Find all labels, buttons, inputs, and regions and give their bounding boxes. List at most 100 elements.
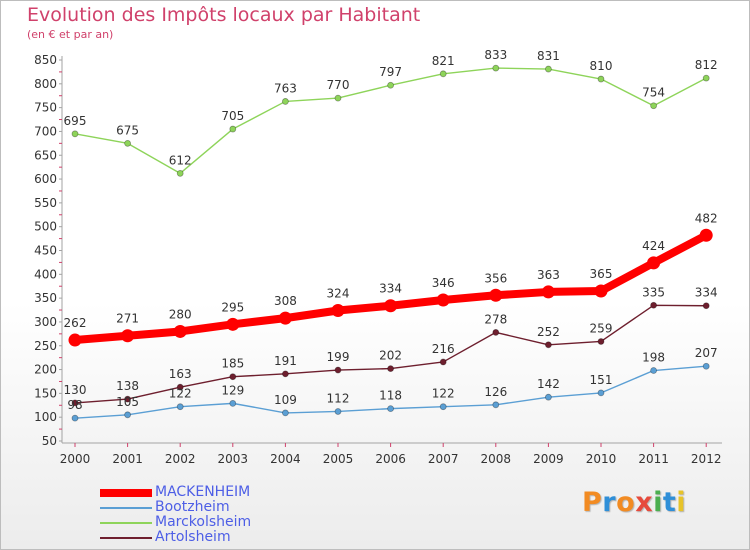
data-label-mackenheim: 363 (537, 268, 560, 282)
y-tick-label: 250 (34, 339, 57, 353)
data-label-marckolsheim: 695 (64, 114, 87, 128)
data-label-marckolsheim: 770 (327, 78, 350, 92)
x-tick-label: 2001 (112, 452, 143, 466)
data-label-artolsheim: 130 (64, 383, 87, 397)
y-tick-label: 700 (34, 124, 57, 138)
data-point-bootzheim (387, 405, 395, 413)
data-label-artolsheim: 199 (327, 350, 350, 364)
data-label-bootzheim: 129 (221, 383, 244, 397)
x-tick-label: 2008 (481, 452, 512, 466)
data-point-mackenheim (489, 288, 503, 302)
data-point-marckolsheim (334, 94, 342, 102)
y-tick-label: 150 (34, 386, 57, 400)
data-point-bootzheim (124, 411, 131, 419)
y-tick-label: 500 (34, 220, 57, 234)
data-point-artolsheim (71, 399, 79, 407)
data-label-mackenheim: 356 (484, 271, 507, 285)
x-tick-label: 2000 (60, 452, 91, 466)
data-point-marckolsheim (702, 74, 710, 82)
logo-letter: x (635, 487, 654, 518)
y-tick-label: 50 (42, 434, 57, 448)
data-point-bootzheim (281, 409, 289, 417)
proxiti-logo: Proxiti (582, 487, 686, 518)
data-point-artolsheim (176, 383, 184, 391)
y-tick-label: 750 (34, 101, 57, 115)
data-label-bootzheim: 142 (537, 377, 560, 391)
data-label-bootzheim: 122 (169, 387, 192, 401)
y-tick-label: 650 (34, 148, 57, 162)
data-label-mackenheim: 280 (169, 307, 192, 321)
data-point-mackenheim (647, 256, 661, 270)
data-label-mackenheim: 295 (221, 300, 244, 314)
data-label-mackenheim: 482 (695, 211, 718, 225)
y-tick-label: 200 (34, 363, 57, 377)
x-tick-label: 2003 (218, 452, 249, 466)
data-label-artolsheim: 138 (116, 379, 139, 393)
data-label-artolsheim: 335 (642, 285, 665, 299)
logo-letter: i (653, 487, 663, 518)
data-label-bootzheim: 105 (116, 395, 139, 409)
data-point-bootzheim (597, 389, 605, 397)
data-label-artolsheim: 334 (695, 286, 718, 300)
x-tick-label: 2011 (638, 452, 669, 466)
data-label-marckolsheim: 797 (379, 65, 402, 79)
data-label-marckolsheim: 831 (537, 49, 560, 63)
x-tick-label: 2009 (533, 452, 564, 466)
logo-letter: i (676, 487, 687, 518)
data-label-mackenheim: 365 (590, 267, 613, 281)
x-tick-label: 2002 (165, 452, 196, 466)
data-point-marckolsheim (124, 139, 131, 147)
data-point-bootzheim (176, 403, 184, 411)
data-point-mackenheim (68, 333, 82, 347)
y-tick-label: 800 (34, 77, 57, 91)
chart-subtitle: (en € et par an) (27, 28, 114, 41)
logo-letter: o (616, 487, 636, 518)
data-point-artolsheim (334, 366, 342, 374)
legend-item-marckolsheim: Marckolsheim (100, 515, 251, 530)
data-label-bootzheim: 122 (432, 387, 455, 401)
data-label-bootzheim: 126 (484, 385, 507, 399)
legend-label: Artolsheim (155, 529, 231, 545)
data-label-bootzheim: 112 (327, 391, 350, 405)
data-point-mackenheim (121, 329, 135, 343)
logo-letter: P (582, 487, 603, 518)
data-point-mackenheim (541, 285, 555, 299)
data-label-marckolsheim: 812 (695, 58, 718, 72)
data-label-mackenheim: 271 (116, 312, 139, 326)
data-label-marckolsheim: 754 (642, 86, 665, 100)
data-label-artolsheim: 185 (221, 357, 244, 371)
data-point-bootzheim (439, 403, 447, 411)
legend-item-artolsheim: Artolsheim (100, 530, 251, 545)
data-label-bootzheim: 207 (695, 346, 718, 360)
data-point-artolsheim (281, 370, 289, 378)
data-label-marckolsheim: 612 (169, 153, 192, 167)
logo-letter: r (602, 487, 617, 518)
y-tick-label: 300 (34, 315, 57, 329)
data-label-bootzheim: 118 (379, 389, 402, 403)
data-point-bootzheim (334, 408, 342, 415)
data-point-bootzheim (71, 414, 79, 422)
data-label-artolsheim: 163 (169, 367, 192, 381)
y-tick-label: 850 (34, 53, 57, 67)
data-point-mackenheim (384, 299, 398, 313)
data-point-marckolsheim (650, 102, 657, 110)
data-label-mackenheim: 424 (642, 239, 665, 253)
data-point-artolsheim (702, 302, 710, 310)
data-point-artolsheim (597, 338, 605, 345)
legend-item-bootzheim: Bootzheim (100, 500, 251, 515)
data-point-marckolsheim (229, 125, 237, 133)
data-point-marckolsheim (492, 64, 500, 72)
x-tick-label: 2006 (375, 452, 406, 466)
x-tick-label: 2007 (428, 452, 459, 466)
data-label-mackenheim: 324 (327, 287, 350, 301)
legend-swatch (100, 506, 152, 509)
data-point-marckolsheim (439, 70, 447, 78)
legend-swatch (100, 521, 152, 524)
data-point-artolsheim (124, 395, 131, 403)
legend-label: Marckolsheim (155, 514, 252, 530)
data-point-bootzheim (702, 362, 710, 370)
y-tick-label: 550 (34, 196, 57, 210)
data-label-marckolsheim: 833 (484, 48, 507, 62)
data-label-bootzheim: 198 (642, 351, 665, 365)
